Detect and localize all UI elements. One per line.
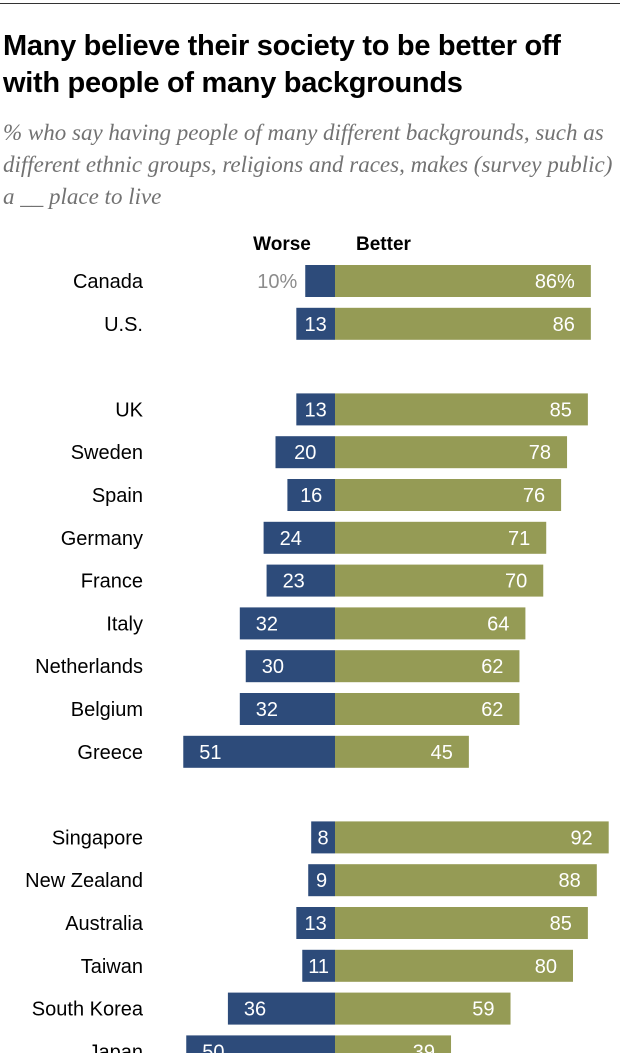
value-label-worse: 24: [280, 528, 302, 550]
bar-worse: [296, 907, 335, 939]
value-label-better: 62: [481, 699, 503, 721]
country-label: Germany: [61, 528, 143, 550]
value-label-better: 45: [431, 742, 453, 764]
country-label: UK: [115, 399, 143, 421]
country-label: Italy: [106, 613, 143, 635]
bar-better: [335, 1035, 452, 1053]
country-label: Singapore: [52, 827, 143, 849]
value-label-better: 39: [413, 1041, 435, 1053]
bar-better: [335, 735, 469, 768]
value-label-worse: 23: [283, 571, 305, 593]
legend-worse: Worse: [253, 234, 311, 255]
value-label-better: 59: [472, 999, 494, 1021]
bar-worse: [308, 864, 335, 897]
value-label-worse: 11: [308, 956, 329, 978]
bar-worse: [305, 265, 335, 297]
country-label: South Korea: [32, 999, 144, 1021]
country-label: Spain: [92, 485, 143, 507]
country-label: Belgium: [71, 699, 143, 721]
value-label-worse: 50: [202, 1041, 224, 1053]
value-label-better: 86%: [535, 271, 575, 293]
value-label-better: 85: [550, 399, 572, 421]
value-label-better: 78: [529, 442, 551, 464]
bar-better: [335, 907, 588, 939]
bar-worse: [287, 479, 335, 511]
bar-worse: [296, 393, 335, 426]
country-label: U.S.: [104, 314, 143, 336]
bar-better: [335, 864, 597, 897]
country-label: New Zealand: [25, 870, 143, 892]
value-label-better: 64: [487, 613, 509, 635]
value-label-worse: 8: [318, 827, 329, 849]
bar-better: [335, 307, 591, 340]
value-label-worse: 16: [300, 485, 322, 507]
bar-worse: [245, 650, 335, 683]
value-label-worse: 9: [316, 870, 327, 892]
top-rule: [0, 3, 620, 4]
chart-subtitle: % who say having people of many differen…: [3, 120, 613, 209]
value-label-worse: 32: [256, 613, 278, 635]
value-label-better: 80: [535, 956, 557, 978]
country-label: Taiwan: [81, 956, 143, 978]
country-label: Greece: [77, 742, 143, 764]
bar-better: [335, 693, 520, 725]
value-label-worse: 30: [262, 656, 284, 678]
bar-worse: [311, 821, 335, 854]
bar-worse: [227, 992, 335, 1025]
bar-better: [335, 436, 568, 469]
bar-better: [335, 992, 511, 1025]
value-label-worse: 36: [244, 999, 266, 1021]
value-label-worse: 51: [199, 742, 221, 764]
bar-better: [335, 607, 526, 640]
value-label-better: 71: [508, 528, 530, 550]
bar-better: [335, 949, 573, 982]
value-label-worse: 20: [294, 442, 316, 464]
bar-worse: [186, 1035, 335, 1053]
value-label-better: 85: [550, 913, 572, 935]
bar-better: [335, 821, 609, 854]
value-label-better: 62: [481, 656, 503, 678]
country-label: Netherlands: [35, 656, 143, 678]
value-label-worse: 13: [305, 314, 327, 336]
bar-better: [335, 393, 588, 426]
bar-worse: [239, 607, 335, 640]
country-label: Japan: [89, 1041, 144, 1053]
bar-worse: [275, 436, 335, 469]
value-label-worse: 13: [305, 399, 327, 421]
value-label-better: 70: [505, 571, 527, 593]
bar-better: [335, 650, 520, 683]
value-label-worse: 32: [256, 699, 278, 721]
country-label: Australia: [65, 913, 144, 935]
bar-worse: [302, 949, 335, 982]
bar-worse: [239, 693, 335, 725]
bar-better: [335, 479, 562, 511]
value-label-better: 88: [559, 870, 581, 892]
value-label-better: 86: [553, 314, 575, 336]
value-label-worse: 13: [305, 913, 327, 935]
bar-better: [335, 564, 544, 597]
country-label: France: [81, 571, 143, 593]
bar-worse: [183, 735, 335, 768]
chart-title: Many believe their society to be better …: [3, 30, 561, 99]
country-label: Canada: [73, 271, 144, 293]
country-label: Sweden: [71, 442, 143, 464]
bar-worse: [266, 564, 335, 597]
value-label-worse: 10%: [257, 271, 297, 293]
bar-worse: [296, 307, 335, 340]
bar-better: [335, 521, 547, 554]
bar-better: [335, 265, 591, 297]
value-label-better: 92: [570, 827, 592, 849]
legend-better: Better: [356, 234, 412, 255]
value-label-better: 76: [523, 485, 545, 507]
bar-worse: [263, 521, 335, 554]
